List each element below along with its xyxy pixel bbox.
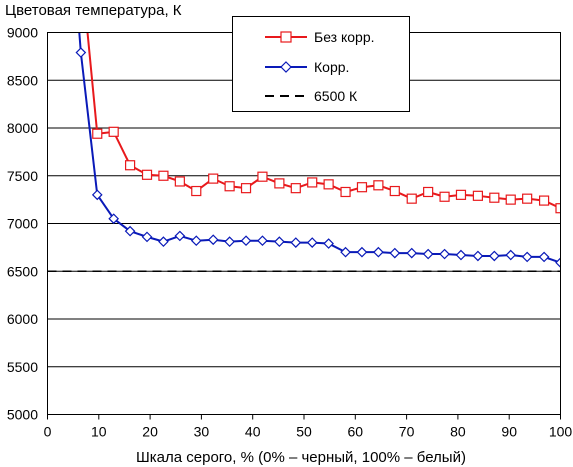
y-tick-label: 5500 <box>7 359 38 375</box>
data-point-square <box>208 173 219 184</box>
data-point-diamond <box>190 235 202 247</box>
data-point-square <box>92 128 103 139</box>
series-1 <box>75 32 561 269</box>
data-point-square <box>141 169 153 180</box>
data-point-square <box>389 185 400 197</box>
legend-item-korr: Корр. <box>265 59 349 75</box>
data-point-diamond <box>340 246 351 258</box>
data-point-diamond <box>257 235 268 247</box>
data-point-square <box>555 203 561 214</box>
y-axis-ticks: 5000 5500 6000 6500 7000 7500 8000 8500 9000 <box>7 25 38 423</box>
x-tick-label: 40 <box>245 424 261 440</box>
legend-label-6500k: 6500 К <box>314 88 358 104</box>
data-point-square <box>538 195 550 206</box>
data-point-diamond <box>356 246 368 258</box>
y-tick-label: 8000 <box>7 120 38 136</box>
data-point-diamond <box>306 237 318 248</box>
data-point-diamond <box>274 236 285 247</box>
legend-item-6500k: 6500 К <box>265 88 358 104</box>
x-tick-label: 20 <box>142 424 158 440</box>
data-point-diamond <box>91 189 103 201</box>
y-tick-label: 6500 <box>7 263 38 279</box>
data-point-square <box>174 176 185 187</box>
data-point-square <box>307 177 318 188</box>
legend-marker-square <box>280 31 292 43</box>
data-point-square <box>323 179 334 190</box>
data-point-square <box>406 193 417 204</box>
data-point-diamond <box>389 247 401 259</box>
data-point-diamond <box>538 251 550 263</box>
data-point-square <box>455 189 467 200</box>
data-point-square <box>489 192 500 203</box>
y-tick-label: 6000 <box>7 311 38 327</box>
legend-item-bez-korr: Без корр. <box>265 29 375 45</box>
data-point-square <box>290 183 301 194</box>
x-tick-label: 30 <box>194 424 210 440</box>
data-point-diamond <box>141 231 153 243</box>
data-point-diamond <box>488 250 500 262</box>
data-point-diamond <box>174 230 186 242</box>
x-axis-title: Шкала серого, % (0% – черный, 100% – бел… <box>136 449 466 466</box>
data-point-diamond <box>373 246 384 258</box>
data-point-square <box>124 160 136 171</box>
y-axis-title: Цветовая температура, К <box>5 2 182 19</box>
x-axis-ticks: 0 10 20 30 40 50 60 70 80 90 100 <box>44 414 573 440</box>
data-point-square <box>257 171 268 182</box>
data-point-diamond <box>323 238 334 249</box>
x-tick-label: 10 <box>91 424 107 440</box>
data-point-diamond <box>521 251 533 263</box>
data-point-diamond <box>75 47 87 58</box>
data-point-square <box>373 180 384 191</box>
data-point-square <box>439 191 450 202</box>
data-point-diamond <box>505 249 517 261</box>
data-point-diamond <box>406 247 418 259</box>
data-point-diamond <box>224 236 235 247</box>
data-point-diamond <box>108 213 120 225</box>
data-point-diamond <box>422 248 434 260</box>
data-point-diamond <box>472 250 484 262</box>
data-point-diamond <box>158 236 169 247</box>
y-tick-label: 8500 <box>7 72 38 88</box>
data-point-square <box>472 190 484 201</box>
data-point-square <box>505 194 516 205</box>
data-point-diamond <box>555 257 561 269</box>
x-tick-label: 0 <box>44 424 52 440</box>
x-tick-label: 90 <box>501 424 517 440</box>
y-tick-label: 9000 <box>7 25 38 41</box>
data-point-diamond <box>207 234 219 246</box>
y-tick-label: 7000 <box>7 216 38 232</box>
data-point-square <box>191 185 202 197</box>
data-point-square <box>224 181 235 192</box>
legend-marker-diamond <box>280 61 292 73</box>
legend: Без корр. Корр. 6500 К <box>232 16 410 112</box>
y-tick-label: 7500 <box>7 168 38 184</box>
data-point-diamond <box>455 249 467 261</box>
legend-label-bez-korr: Без корр. <box>314 29 375 45</box>
data-point-square <box>356 182 368 193</box>
data-point-diamond <box>290 237 302 248</box>
y-tick-label: 5000 <box>7 407 38 423</box>
x-tick-label: 70 <box>399 424 415 440</box>
x-tick-label: 60 <box>348 424 364 440</box>
legend-box <box>232 16 410 112</box>
series-0 <box>86 32 561 214</box>
data-point-square <box>522 193 533 204</box>
data-point-diamond <box>439 248 450 260</box>
series-layer <box>47 32 561 273</box>
legend-label-korr: Корр. <box>314 59 349 75</box>
data-point-diamond <box>124 225 136 237</box>
x-tick-label: 100 <box>549 424 573 440</box>
data-point-square <box>158 170 169 181</box>
x-tick-label: 80 <box>450 424 466 440</box>
data-point-square <box>274 178 285 189</box>
data-point-square <box>423 186 434 198</box>
data-point-square <box>240 183 252 194</box>
data-point-diamond <box>240 235 252 247</box>
x-tick-label: 50 <box>296 424 312 440</box>
data-point-square <box>340 186 351 198</box>
data-point-square <box>108 126 119 137</box>
